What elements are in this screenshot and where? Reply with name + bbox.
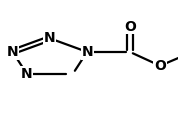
Text: N: N [21,67,33,81]
Text: O: O [154,59,166,73]
Text: O: O [124,20,136,34]
Text: N: N [81,45,93,59]
Text: N: N [44,31,56,45]
Text: N: N [7,45,18,59]
